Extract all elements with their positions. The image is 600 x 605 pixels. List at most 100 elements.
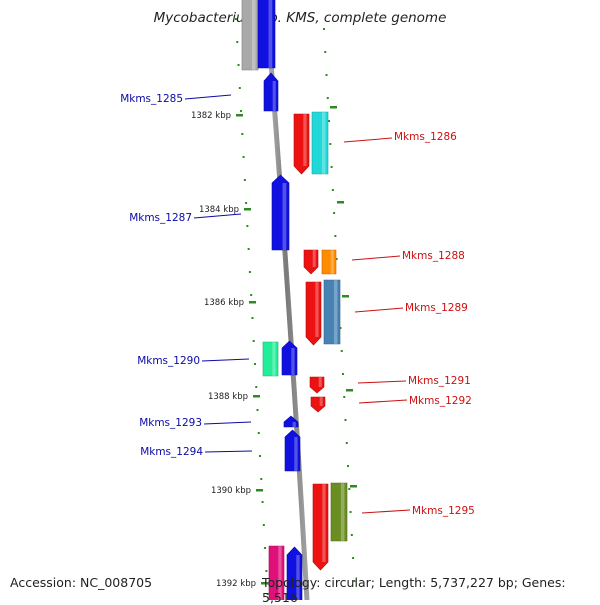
gene-g-bot-pink[interactable] xyxy=(268,545,285,600)
track-dot-left xyxy=(238,87,241,89)
scale-tick-mark xyxy=(253,395,260,398)
track-dot-right xyxy=(340,350,343,352)
gene-mkms-1288a[interactable] xyxy=(303,249,319,275)
gene-mkms-1290[interactable] xyxy=(281,340,298,376)
gene-mkms-1292[interactable] xyxy=(310,396,326,413)
gene-mkms-1291[interactable] xyxy=(309,376,325,394)
gene-label-text[interactable]: Mkms_1285 xyxy=(120,93,183,105)
gene-g-top-grey[interactable] xyxy=(241,0,259,71)
gene-body xyxy=(283,415,299,428)
gene-body xyxy=(321,249,337,275)
scale-tick-mark xyxy=(261,582,268,585)
gene-label-leader xyxy=(203,421,252,425)
scale-tick-mark xyxy=(256,489,263,492)
map-title: Mycobacterium sp. KMS, complete genome xyxy=(153,10,447,26)
gene-highlight xyxy=(278,546,282,600)
track-dot-left xyxy=(261,501,264,503)
gene-label-text[interactable]: Mkms_1294 xyxy=(140,446,203,458)
track-dot-left xyxy=(260,478,263,480)
scale-ticks: 1382 kbp 1384 kbp 1386 kbp 1388 kbp 1390 kbp… xyxy=(191,106,357,589)
gene-label-text[interactable]: Mkms_1295 xyxy=(412,505,475,517)
gene-highlight xyxy=(319,397,323,406)
track-dot-left xyxy=(264,547,267,549)
gene-mkms-1290a[interactable] xyxy=(262,341,279,377)
gene-label-leader xyxy=(201,358,250,362)
gene-body xyxy=(241,0,259,71)
gene-body xyxy=(305,281,322,346)
track-dot-left xyxy=(246,225,249,227)
gene-label-leader xyxy=(351,255,401,261)
track-dot-right xyxy=(345,442,348,444)
gene-label-text[interactable]: Mkms_1288 xyxy=(402,250,465,262)
gene-highlight xyxy=(322,484,326,562)
scale-tick-mark xyxy=(337,201,344,204)
gene-highlight xyxy=(268,0,273,68)
gene-mkms-1286[interactable] xyxy=(311,111,329,175)
gene-label-leader xyxy=(357,380,407,384)
gene-highlight xyxy=(291,348,295,375)
track-dot-right xyxy=(328,120,331,122)
gene-body xyxy=(257,0,276,69)
gene-mkms-1288[interactable] xyxy=(321,249,337,275)
gene-label-leader xyxy=(343,137,393,143)
gene-body xyxy=(330,482,348,542)
track-dot-left xyxy=(245,202,248,204)
gene-highlight xyxy=(330,250,334,274)
gene-mkms-1287[interactable] xyxy=(271,174,290,251)
scale-tick-mark xyxy=(249,301,256,304)
gene-body xyxy=(323,279,341,345)
gene-body xyxy=(263,72,279,112)
gene-mkms-1293[interactable] xyxy=(283,415,299,428)
gene-highlight xyxy=(340,483,345,541)
track-dot-left xyxy=(265,570,268,572)
gene-label-text[interactable]: Mkms_1289 xyxy=(405,302,468,314)
gene-highlight xyxy=(272,81,276,111)
gene-label-text[interactable]: Mkms_1287 xyxy=(129,212,192,224)
gene-label-leader xyxy=(193,213,242,219)
gene-g-bot-blue[interactable] xyxy=(286,546,303,600)
gene-label-leader xyxy=(361,509,411,514)
gene-label-text[interactable]: Mkms_1290 xyxy=(137,355,200,367)
track-dot-left xyxy=(252,340,255,342)
gene-label-text[interactable]: Mkms_1291 xyxy=(408,375,471,387)
track-dot-right xyxy=(334,235,337,237)
scale-tick-mark xyxy=(346,389,353,392)
scale-tick-mark xyxy=(342,295,349,298)
gene-g-top-blue[interactable] xyxy=(257,0,276,69)
gene-mkms-1289a[interactable] xyxy=(305,281,322,346)
gene-mkms-1295[interactable] xyxy=(330,482,348,542)
gene-label-text[interactable]: Mkms_1293 xyxy=(139,417,202,429)
gene-body xyxy=(284,429,301,472)
scale-tick-label: 1384 kbp xyxy=(199,205,239,215)
track-dot-right xyxy=(343,396,346,398)
scale-tick-label: 1386 kbp xyxy=(204,298,244,308)
gene-mkms-1294[interactable] xyxy=(284,429,301,472)
accession-text: Accession: NC_008705 xyxy=(10,575,153,590)
track-dot-right xyxy=(324,51,327,53)
gene-features xyxy=(241,0,348,600)
track-dot-left xyxy=(266,593,269,595)
track-dot-left xyxy=(255,386,258,388)
track-dot-left xyxy=(241,133,244,135)
track-dot-right xyxy=(353,580,356,582)
gene-label-text[interactable]: Mkms_1292 xyxy=(409,395,472,407)
track-dot-right xyxy=(350,534,353,536)
track-dot-right xyxy=(330,166,333,168)
track-dot-right xyxy=(352,557,355,559)
gene-mkms-1286a[interactable] xyxy=(293,113,310,175)
gene-highlight xyxy=(333,280,338,344)
gene-body xyxy=(271,174,290,251)
scale-tick-mark xyxy=(244,208,251,211)
track-dot-right xyxy=(341,373,344,375)
gene-label-text[interactable]: Mkms_1286 xyxy=(394,131,457,143)
gene-body xyxy=(309,376,325,394)
gene-mkms-1289[interactable] xyxy=(323,279,341,345)
gene-label-leader xyxy=(358,399,408,404)
gene-highlight xyxy=(296,555,300,600)
gene-body xyxy=(311,111,329,175)
gene-mkms-1285[interactable] xyxy=(263,72,279,112)
gene-label-leader xyxy=(204,450,253,453)
gene-body xyxy=(293,113,310,175)
gene-highlight xyxy=(294,437,298,471)
gene-mkms-1295a[interactable] xyxy=(312,483,329,571)
